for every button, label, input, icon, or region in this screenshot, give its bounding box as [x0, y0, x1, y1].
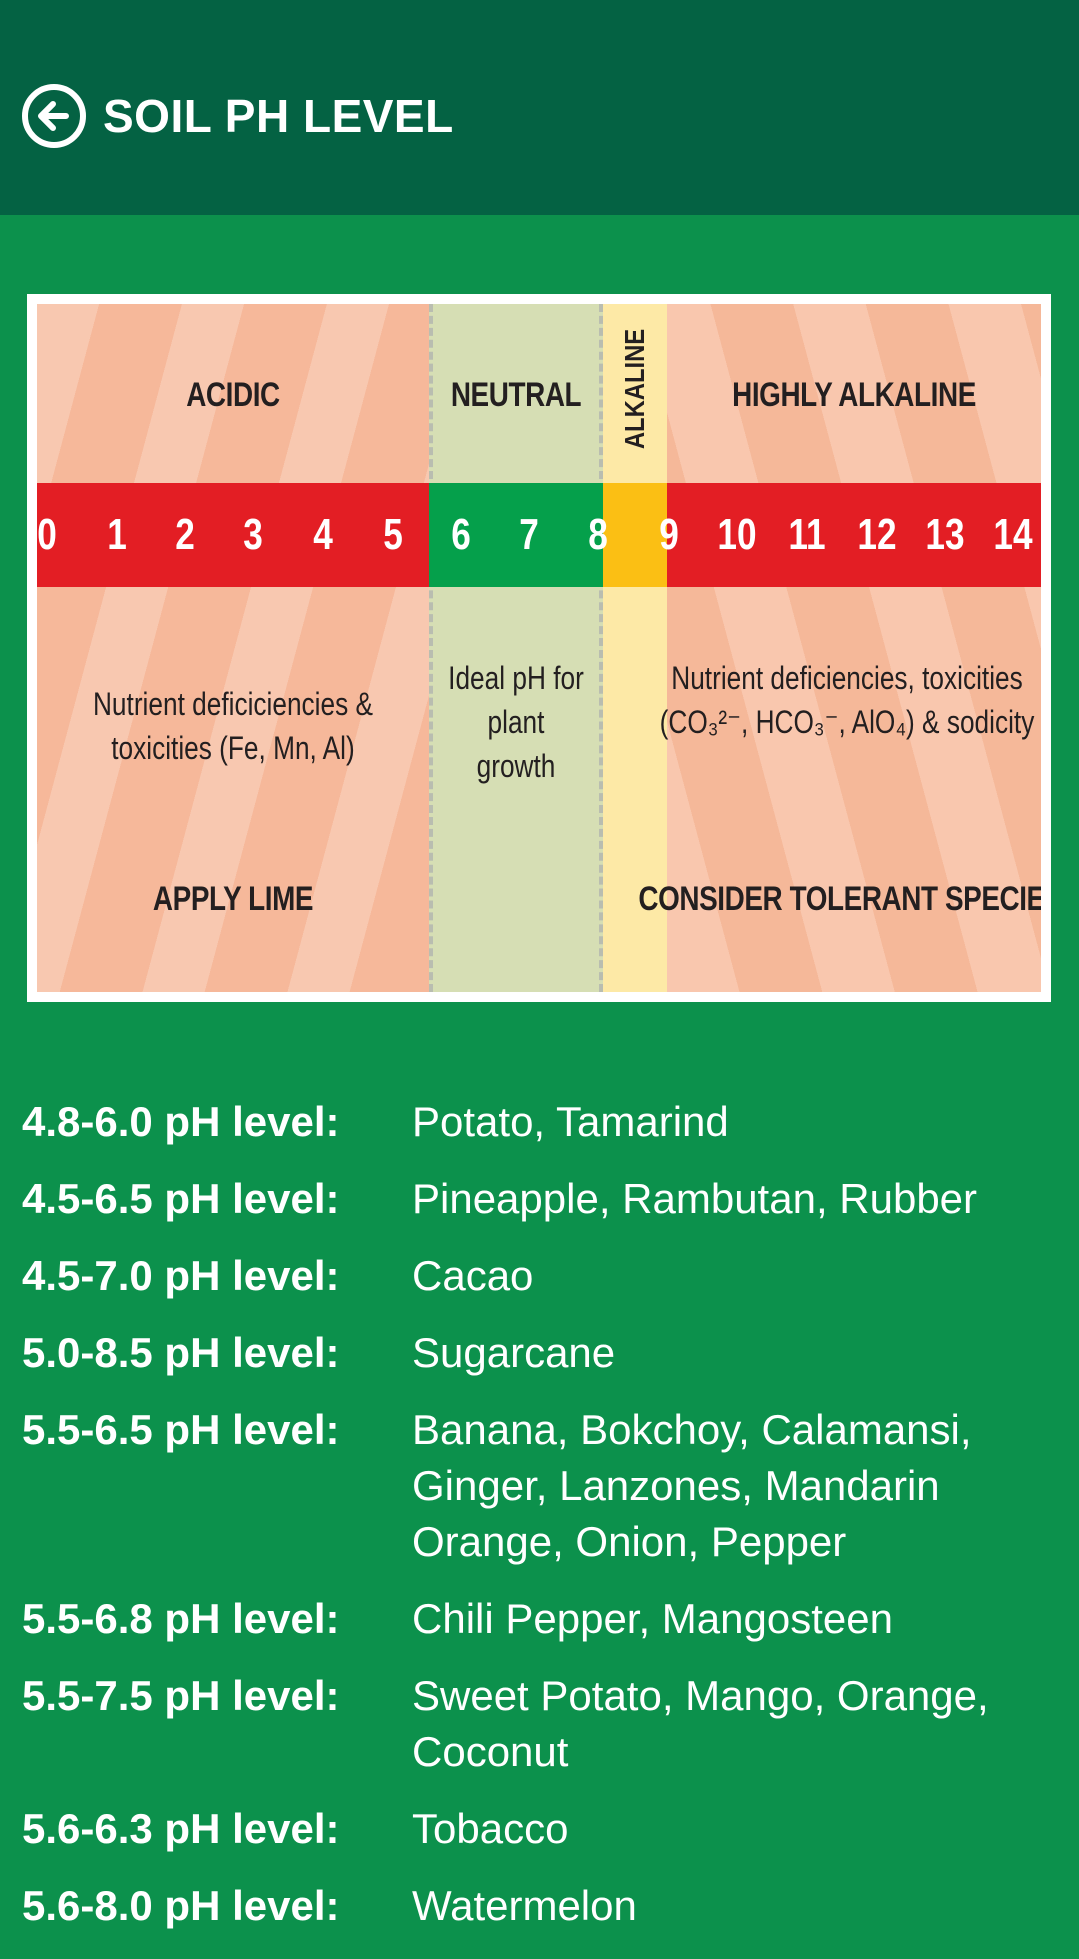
page-title: SOIL PH LEVEL	[103, 90, 454, 142]
crop-names: Sugarcane	[412, 1329, 616, 1376]
ph-tick: 0	[37, 510, 57, 559]
ph-tick: 8	[588, 510, 608, 559]
crop-names: Potato, Tamarind	[412, 1098, 729, 1145]
neutral-zone	[429, 304, 603, 992]
neutral-bar	[429, 483, 603, 587]
ph-tick: 3	[243, 510, 263, 559]
crop-names: Sweet Potato, Mango, Orange, Coconut	[412, 1672, 989, 1775]
ph-tick: 11	[788, 510, 826, 559]
ph-range-label: 5.6-6.3 pH level:	[22, 1805, 340, 1852]
ph-tick: 4	[313, 510, 333, 559]
crop-names: Pineapple, Rambutan, Rubber	[412, 1175, 978, 1222]
acidic-description: Nutrient deficiciencies & toxicities (Fe…	[92, 686, 374, 766]
list-item: 5.0-8.5 pH level: Sugarcane	[22, 1325, 1062, 1381]
alkaline-heading: ALKALINE	[619, 328, 651, 450]
back-button[interactable]	[20, 82, 88, 150]
list-item: 5.5-7.5 pH level: Sweet Potato, Mango, O…	[22, 1668, 1062, 1780]
ph-range-label: 4.5-7.0 pH level:	[22, 1252, 340, 1299]
neutral-heading: NEUTRAL	[450, 376, 582, 414]
ph-tick: 5	[383, 510, 403, 559]
ph-tick: 6	[451, 510, 471, 559]
highly-alkaline-description: Nutrient deficiencies, toxicities (CO₃²⁻…	[659, 660, 1035, 740]
ph-tick: 13	[925, 510, 965, 559]
acidic-heading: ACIDIC	[186, 376, 280, 414]
highly-alkaline-heading: HIGHLY ALKALINE	[732, 376, 976, 414]
list-item: 5.5-6.8 pH level: Chili Pepper, Mangoste…	[22, 1591, 1062, 1647]
crop-names: Banana, Bokchoy, Calamansi, Ginger, Lanz…	[412, 1406, 972, 1565]
crop-names: Cacao	[412, 1252, 534, 1299]
highly-alkaline-zone	[667, 304, 1041, 992]
ph-range-label: 5.5-6.5 pH level:	[22, 1406, 340, 1453]
highly-alkaline-action: CONSIDER TOLERANT SPECIES	[638, 880, 1041, 918]
crop-names: Tobacco	[412, 1805, 569, 1852]
crop-ph-list: 4.8-6.0 pH level: Potato, Tamarind 4.5-6…	[22, 1094, 1062, 1955]
alkaline-zone	[603, 304, 667, 992]
ph-tick: 2	[175, 510, 195, 559]
crop-names: Watermelon	[412, 1882, 637, 1929]
ph-range-label: 5.6-8.0 pH level:	[22, 1882, 340, 1929]
ph-range-label: 5.5-6.8 pH level:	[22, 1595, 340, 1642]
acidic-action: APPLY LIME	[152, 880, 314, 918]
ph-tick: 12	[857, 510, 897, 559]
neutral-description: Ideal pH for plant growth	[448, 660, 584, 784]
ph-range-label: 4.5-6.5 pH level:	[22, 1175, 340, 1222]
ph-range-label: 5.5-7.5 pH level:	[22, 1672, 340, 1719]
acidic-zone	[37, 304, 429, 992]
ph-tick: 10	[717, 510, 757, 559]
list-item: 4.5-6.5 pH level: Pineapple, Rambutan, R…	[22, 1171, 1062, 1227]
ph-tick: 9	[659, 510, 679, 559]
ph-range-label: 5.0-8.5 pH level:	[22, 1329, 340, 1376]
list-item: 4.5-7.0 pH level: Cacao	[22, 1248, 1062, 1304]
acidic-bar	[37, 483, 429, 587]
list-item: 5.5-6.5 pH level: Banana, Bokchoy, Calam…	[22, 1402, 1062, 1570]
ph-tick: 7	[519, 510, 539, 559]
list-item: 4.8-6.0 pH level: Potato, Tamarind	[22, 1094, 1062, 1150]
ph-tick: 14	[993, 510, 1033, 559]
alkaline-heading-wrap: ALKALINE	[603, 314, 667, 464]
ph-tick: 1	[107, 510, 127, 559]
arrow-left-circle-icon	[22, 84, 86, 148]
ph-scale-chart: ACIDIC NEUTRAL ALKALINE HIGHLY ALKALINE …	[27, 294, 1051, 1002]
list-item: 5.6-8.0 pH level: Watermelon	[22, 1878, 1062, 1934]
app-bar: SOIL PH LEVEL	[0, 0, 1079, 215]
crop-names: Chili Pepper, Mangosteen	[412, 1595, 893, 1642]
highly-alkaline-bar	[667, 483, 1041, 587]
alkaline-bar	[603, 483, 667, 587]
list-item: 5.6-6.3 pH level: Tobacco	[22, 1801, 1062, 1857]
ph-range-label: 4.8-6.0 pH level:	[22, 1098, 340, 1145]
